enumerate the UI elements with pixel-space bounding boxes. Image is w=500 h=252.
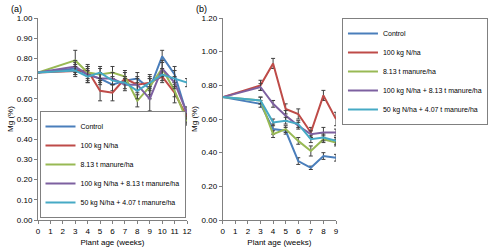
svg-text:2: 2 [246,227,251,236]
svg-text:8.13 t manure/ha: 8.13 t manure/ha [81,161,134,168]
svg-text:100 kg N/ha + 8.13 t manure/ha: 100 kg N/ha + 8.13 t manure/ha [383,87,482,95]
svg-text:1.00: 1.00 [17,14,33,23]
svg-text:0.80: 0.80 [202,81,218,90]
svg-text:100 kg N/ha + 8.13 t manure/ha: 100 kg N/ha + 8.13 t manure/ha [81,180,180,188]
svg-text:0.20: 0.20 [202,182,218,191]
svg-text:Control: Control [383,30,406,37]
svg-text:8: 8 [321,227,326,236]
svg-text:9: 9 [334,227,339,236]
svg-text:(a): (a) [11,4,22,14]
svg-text:Plant age (weeks): Plant age (weeks) [80,238,144,247]
svg-text:6: 6 [110,227,115,236]
svg-text:3: 3 [258,227,263,236]
svg-text:0.60: 0.60 [202,115,218,124]
svg-text:0.80: 0.80 [17,54,33,63]
svg-text:0.00: 0.00 [17,216,33,225]
svg-text:8.13 t manure/ha: 8.13 t manure/ha [383,68,436,75]
svg-text:50 kg N/ha + 4.07 t manure/ha: 50 kg N/ha + 4.07 t manure/ha [81,199,176,207]
svg-text:(b): (b) [196,4,207,14]
svg-text:4: 4 [271,227,276,236]
svg-text:1: 1 [48,227,53,236]
svg-text:10: 10 [158,227,167,236]
svg-text:100 kg N/ha: 100 kg N/ha [81,142,119,150]
svg-text:0: 0 [221,227,226,236]
svg-text:3: 3 [73,227,78,236]
svg-text:6: 6 [296,227,301,236]
svg-text:0.40: 0.40 [17,135,33,144]
svg-text:Mg (%): Mg (%) [6,106,15,132]
svg-text:0.60: 0.60 [17,95,33,104]
svg-text:1.00: 1.00 [202,47,218,56]
svg-text:0: 0 [36,227,41,236]
svg-text:2: 2 [61,227,66,236]
svg-text:5: 5 [283,227,288,236]
svg-text:0.30: 0.30 [17,155,33,164]
svg-text:Control: Control [81,123,104,130]
svg-text:50 kg N/ha + 4.07 t manure/ha: 50 kg N/ha + 4.07 t manure/ha [383,106,478,114]
svg-text:0.20: 0.20 [17,175,33,184]
svg-text:7: 7 [123,227,128,236]
svg-text:0.70: 0.70 [17,74,33,83]
svg-text:0.90: 0.90 [17,34,33,43]
svg-text:0.40: 0.40 [202,148,218,157]
svg-text:0.10: 0.10 [17,196,33,205]
svg-text:Mg (%): Mg (%) [190,106,199,132]
svg-text:Plant age (weeks): Plant age (weeks) [247,238,311,247]
svg-text:11: 11 [170,227,179,236]
svg-text:5: 5 [98,227,103,236]
svg-text:7: 7 [309,227,314,236]
svg-text:1.20: 1.20 [202,14,218,23]
svg-text:4: 4 [85,227,90,236]
svg-text:12: 12 [183,227,192,236]
svg-text:0.00: 0.00 [202,216,218,225]
svg-text:9: 9 [148,227,153,236]
svg-text:8: 8 [135,227,140,236]
svg-text:100 kg N/ha: 100 kg N/ha [383,49,421,57]
svg-text:1: 1 [233,227,238,236]
svg-text:0.50: 0.50 [17,115,33,124]
